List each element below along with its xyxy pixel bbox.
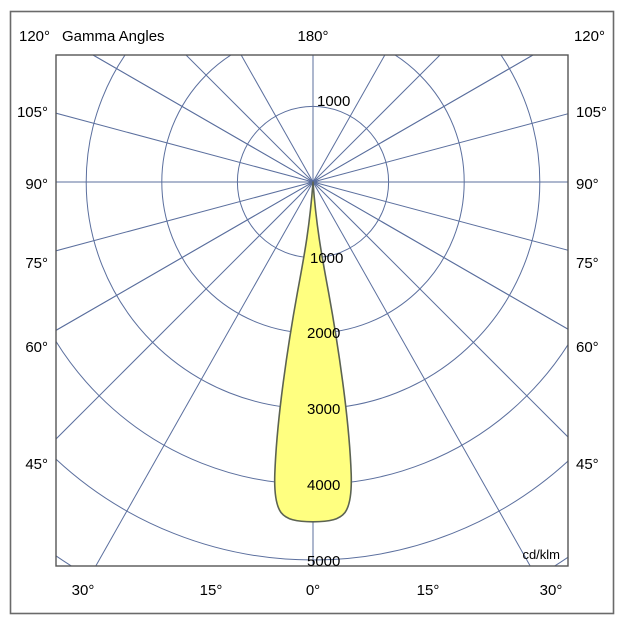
right-axis-label-75: 75° xyxy=(576,255,599,272)
luminous-intensity-curve xyxy=(273,181,353,523)
ring-label-3000: 3000 xyxy=(307,401,340,418)
chart-title: Gamma Angles xyxy=(62,28,165,45)
left-axis-label-90: 90° xyxy=(25,176,48,193)
right-axis-label-60: 60° xyxy=(576,339,599,356)
outer-frame xyxy=(9,10,615,615)
bottom-axis-label-15-left: 15° xyxy=(200,582,223,599)
left-axis-label-45: 45° xyxy=(25,456,48,473)
right-axis-label-45: 45° xyxy=(576,456,599,473)
unit-label: cd/klm xyxy=(522,547,560,562)
bottom-axis-label-30-right: 30° xyxy=(540,582,563,599)
ring-label-4000: 4000 xyxy=(307,477,340,494)
bottom-axis-label-15-right: 15° xyxy=(417,582,440,599)
left-axis-label-75: 75° xyxy=(25,255,48,272)
right-axis-label-90: 90° xyxy=(576,176,599,193)
top-center-angle-label: 180° xyxy=(297,28,328,45)
top-right-angle-label: 120° xyxy=(574,28,605,45)
top-left-angle-label: 120° xyxy=(19,28,50,45)
ring-label-1000: 1000 xyxy=(310,250,343,267)
ring-label-2000: 2000 xyxy=(307,325,340,342)
ring-label-top-1000: 1000 xyxy=(317,93,350,110)
ring-label-5000: 5000 xyxy=(307,553,340,570)
plot-frame xyxy=(55,54,569,567)
right-axis-label-105: 105° xyxy=(576,104,607,121)
bottom-axis-label-0: 0° xyxy=(306,582,320,599)
distribution-fill xyxy=(273,181,353,523)
bottom-axis-label-30-left: 30° xyxy=(72,582,95,599)
left-axis-label-60: 60° xyxy=(25,339,48,356)
left-axis-label-105: 105° xyxy=(17,104,48,121)
